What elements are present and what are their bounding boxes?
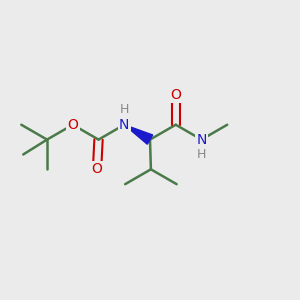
Text: N: N (196, 133, 207, 147)
Text: H: H (197, 148, 206, 161)
Text: N: N (119, 118, 129, 132)
Text: O: O (67, 118, 78, 132)
Text: O: O (170, 88, 181, 102)
Polygon shape (124, 125, 153, 144)
Text: O: O (92, 162, 103, 176)
Text: H: H (120, 103, 129, 116)
